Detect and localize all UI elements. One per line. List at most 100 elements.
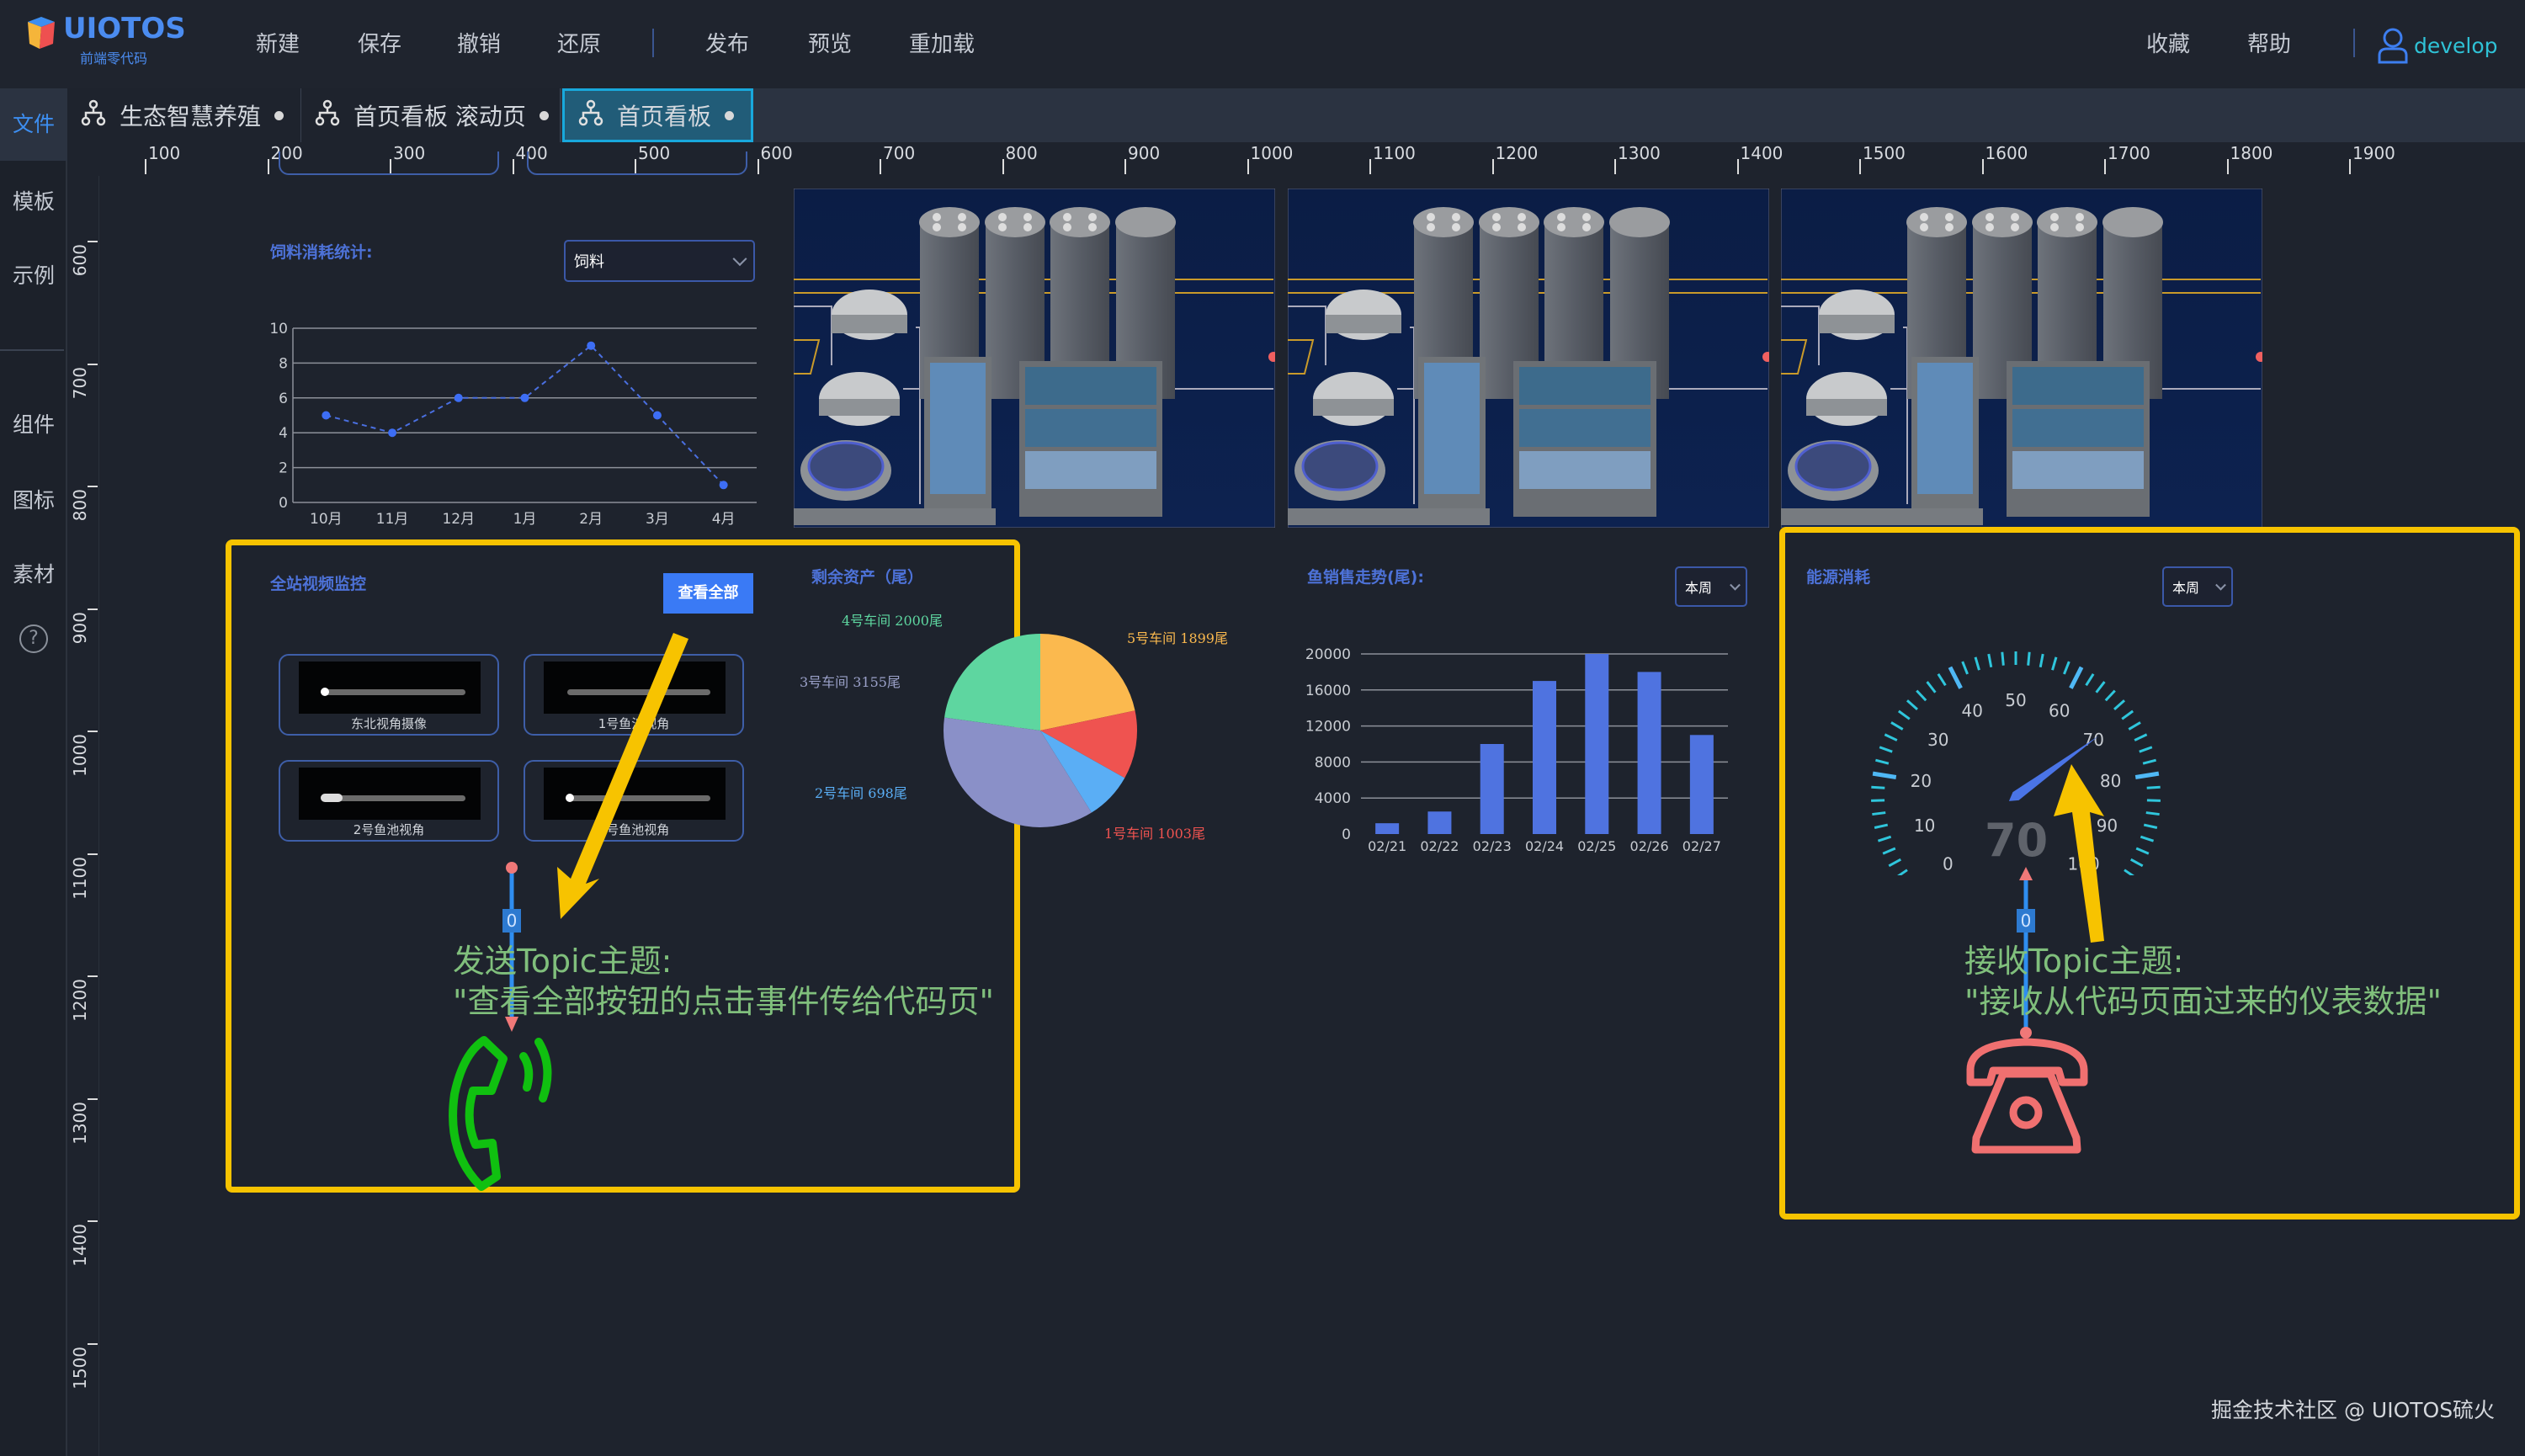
y-tick-label: 10 <box>269 321 288 337</box>
sidebar-item-assets[interactable]: 素材 <box>12 562 55 587</box>
ruler-tick <box>512 159 514 174</box>
video-card[interactable]: 东北视角摄像 <box>279 654 499 736</box>
video-card[interactable]: 3号鱼池视角 <box>524 760 744 842</box>
menu-publish[interactable]: 发布 <box>705 32 750 57</box>
menu-reload[interactable]: 重加载 <box>909 32 975 57</box>
gauge-tick <box>2104 689 2116 702</box>
gauge-tick <box>2124 869 2134 875</box>
x-tick-label: 02/24 <box>1525 838 1564 854</box>
data-point <box>587 341 596 350</box>
logo[interactable]: UIOTOS 前端零代码 <box>24 12 186 66</box>
ruler-tick <box>757 159 759 174</box>
horizontal-ruler[interactable]: 100 200 300 400 500 600 700 800 900 1000 1100 1200 1… <box>69 142 2525 176</box>
ruler-tick <box>145 159 146 174</box>
menu-undo[interactable]: 撤销 <box>457 32 502 57</box>
connector-port-label[interactable]: 0 <box>2017 909 2035 933</box>
tab-label: 首页看板 <box>617 103 712 130</box>
sales-period-select[interactable]: 本周 <box>1675 566 1747 607</box>
partial-card <box>527 151 747 175</box>
bar <box>1533 681 1556 834</box>
tab-dashboard[interactable]: 首页看板 <box>562 88 753 142</box>
ruler-label: 800 <box>70 489 90 522</box>
sidebar-item-file[interactable]: 文件 <box>0 88 67 161</box>
ruler-label: 1300 <box>70 1101 90 1145</box>
gauge-tick <box>2063 661 2070 675</box>
tab-dashboard-scroll[interactable]: 首页看板 滚动页 <box>301 88 561 142</box>
x-tick-label: 2月 <box>579 511 603 528</box>
x-tick-label: 02/22 <box>1420 838 1459 854</box>
sidebar-item-templates[interactable]: 模板 <box>12 189 55 214</box>
gauge-tick-label: 0 <box>1943 854 1954 874</box>
unsaved-dot-icon <box>725 110 735 120</box>
user-menu[interactable]: develop <box>2377 27 2498 64</box>
menu-save[interactable]: 保存 <box>358 32 402 57</box>
facility-3d-image[interactable] <box>1780 188 2266 529</box>
gauge-tick <box>2145 811 2160 816</box>
tab-eco-farming[interactable]: 生态智慧养殖 <box>67 88 301 142</box>
gauge-tick-label: 50 <box>2005 690 2026 710</box>
tab-label: 生态智慧养殖 <box>120 103 262 130</box>
video-card[interactable]: 1号鱼池视角 <box>524 654 744 736</box>
chevron-down-icon <box>1730 579 1741 591</box>
video-card-label: 东北视角摄像 <box>350 716 427 731</box>
ruler-label: 500 <box>638 143 671 163</box>
video-card[interactable]: 2号鱼池视角 <box>279 760 499 842</box>
menu-help[interactable]: 帮助 <box>2247 32 2292 57</box>
gauge-tick <box>2051 656 2058 671</box>
sales-select-value: 本周 <box>1685 580 1713 596</box>
facility-illustration <box>1287 188 1773 529</box>
menu-new[interactable]: 新建 <box>256 32 300 57</box>
ruler-label: 700 <box>883 143 916 163</box>
gauge-tick-label: 20 <box>1911 771 1932 791</box>
sales-chart-title: 鱼销售走势(尾): <box>1307 568 1424 587</box>
gauge-tick <box>2121 709 2134 720</box>
facility-3d-image[interactable] <box>1287 188 1773 529</box>
connector-port-label[interactable]: 0 <box>502 909 521 933</box>
progress-fill <box>321 794 343 802</box>
partial-card <box>279 151 499 175</box>
ruler-tick <box>88 486 98 487</box>
ruler-label: 1200 <box>1495 143 1539 163</box>
ruler-label: 1400 <box>70 1224 90 1267</box>
gauge-tick <box>1879 746 1893 753</box>
feed-line-chart: 0 2 4 6 8 10 10月 11月 12月 1月 2月 3月 4月 <box>269 321 757 528</box>
bar <box>1427 811 1452 834</box>
sidebar-item-icons[interactable]: 图标 <box>12 488 55 513</box>
gauge-tick <box>1897 709 1911 720</box>
gauge-tick <box>1948 666 1963 689</box>
ruler-label: 1200 <box>70 979 90 1022</box>
gauge-tick-label: 60 <box>2049 700 2070 720</box>
gauge-tick <box>1871 799 1885 802</box>
send-topic-note: 发送Topic主题: "查看全部按钮的点击事件传给代码页" <box>453 941 994 1022</box>
ruler-tick <box>88 608 98 610</box>
menu-favorites[interactable]: 收藏 <box>2146 32 2191 57</box>
vertical-ruler[interactable]: 600 700 800 900 1000 1100 1200 1300 1400 1500 <box>69 176 99 1456</box>
facility-3d-image[interactable] <box>793 188 1278 529</box>
feed-select[interactable]: 饲料 <box>564 240 755 282</box>
gauge-tick <box>1974 656 1980 671</box>
ruler-label: 1700 <box>2108 143 2150 163</box>
view-all-button[interactable]: 查看全部 <box>663 573 753 614</box>
menu-redo[interactable]: 还原 <box>557 32 602 57</box>
ruler-tick <box>2104 159 2106 174</box>
video-card-label: 3号鱼池视角 <box>598 822 670 837</box>
help-icon[interactable]: ? <box>19 624 48 653</box>
menu-preview[interactable]: 预览 <box>808 32 853 57</box>
ruler-label: 600 <box>760 143 793 163</box>
energy-period-select[interactable]: 本周 <box>2162 566 2233 607</box>
sidebar-item-examples[interactable]: 示例 <box>12 263 55 288</box>
gauge-tick <box>2134 733 2148 741</box>
ruler-label: 600 <box>70 244 90 277</box>
ruler-tick <box>635 159 636 174</box>
gauge-tick <box>1884 733 1898 741</box>
gauge-tick <box>2085 672 2095 687</box>
pie-label: 1号车间 1003尾 <box>1104 826 1205 842</box>
gauge-tick <box>1897 869 1908 875</box>
y-tick-label: 2 <box>279 460 288 477</box>
ruler-label: 1500 <box>70 1346 90 1390</box>
progress-knob <box>321 688 329 696</box>
menu-divider <box>2353 29 2355 57</box>
ruler-label: 1100 <box>1373 143 1416 163</box>
receive-topic-desc: "接收从代码页面过来的仪表数据" <box>1964 983 2442 1020</box>
sidebar-item-components[interactable]: 组件 <box>12 412 55 437</box>
